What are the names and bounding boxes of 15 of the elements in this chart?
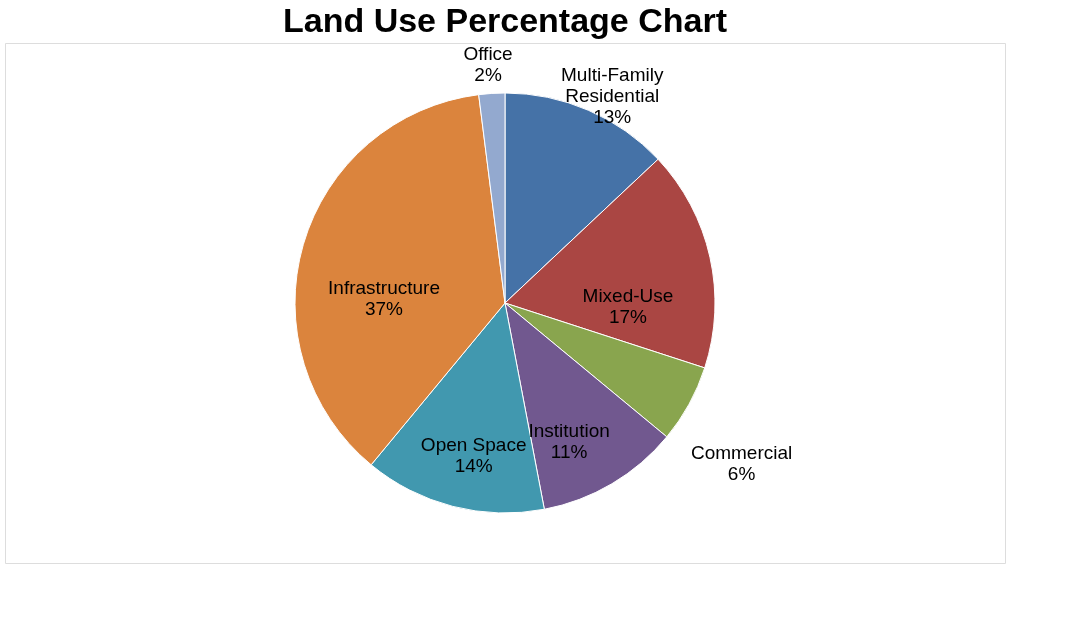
slice-label: Commercial xyxy=(690,442,793,464)
data-label: 11% xyxy=(550,441,588,463)
data-label: 2% xyxy=(474,63,502,85)
slice-label: Infrastructure xyxy=(328,276,440,298)
slice-label: Multi-Family Residential xyxy=(561,64,664,107)
data-label: 13% xyxy=(593,106,632,128)
chart-title: Land Use Percentage Chart xyxy=(282,1,728,39)
slice-label: Institution xyxy=(528,420,610,442)
data-label: 6% xyxy=(727,463,756,485)
data-label: 14% xyxy=(454,455,493,477)
data-label: 17% xyxy=(608,305,648,327)
slice-label: Mixed-Use xyxy=(582,284,674,306)
slice-label: Open Space xyxy=(420,434,527,456)
data-label: 37% xyxy=(364,297,404,319)
slice-label: Office xyxy=(463,42,513,64)
